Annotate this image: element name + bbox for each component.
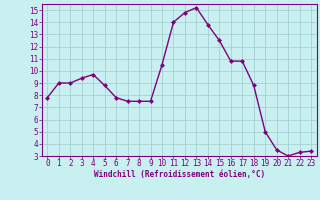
X-axis label: Windchill (Refroidissement éolien,°C): Windchill (Refroidissement éolien,°C) (94, 170, 265, 179)
